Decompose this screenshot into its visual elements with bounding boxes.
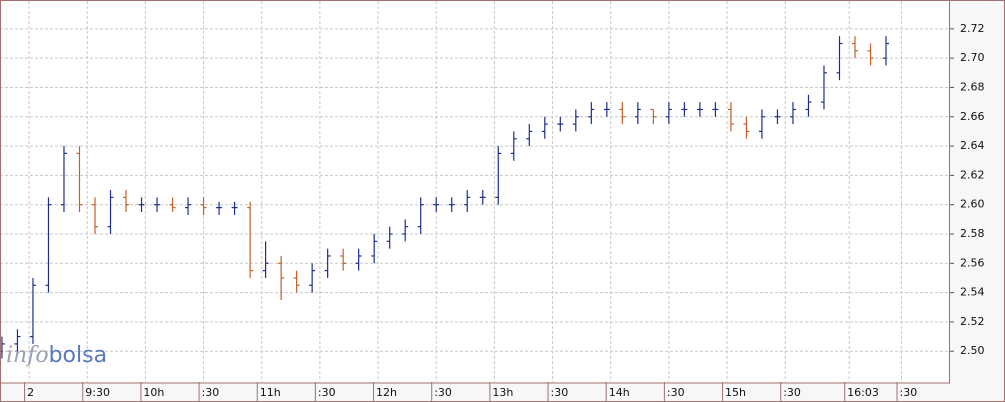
y-tick-label: 2.54: [960, 286, 985, 299]
x-tick-label: 12h: [376, 386, 397, 399]
x-tick-label: :30: [202, 386, 220, 399]
x-tick-label: :30: [667, 386, 685, 399]
x-tick-label: :30: [900, 386, 918, 399]
y-tick-label: 2.68: [960, 80, 985, 93]
y-axis-panel: [950, 0, 1005, 402]
y-tick-label: 2.52: [960, 315, 985, 328]
x-tick-label: 13h: [492, 386, 513, 399]
watermark-suffix: bolsa: [49, 343, 107, 368]
x-tick-label: :30: [434, 386, 452, 399]
x-tick-label: 9:30: [85, 386, 110, 399]
y-tick-label: 2.66: [960, 110, 985, 123]
y-tick-label: 2.58: [960, 227, 985, 240]
y-tick-label: 2.72: [960, 22, 985, 35]
x-axis-panel: [0, 383, 950, 402]
watermark-prefix: info: [6, 343, 49, 368]
x-tick-label: 11h: [260, 386, 281, 399]
x-tick-label: 14h: [609, 386, 630, 399]
y-tick-label: 2.60: [960, 198, 985, 211]
y-tick-label: 2.70: [960, 51, 985, 64]
y-tick-label: 2.50: [960, 344, 985, 357]
x-tick-label: 16:03: [847, 386, 879, 399]
bars: [0, 36, 890, 359]
x-tick-label: :30: [551, 386, 569, 399]
grid: [0, 1, 950, 382]
y-tick-label: 2.56: [960, 256, 985, 269]
watermark: infobolsa: [6, 343, 107, 368]
y-tick-label: 2.64: [960, 139, 985, 152]
x-tick-label: :30: [318, 386, 336, 399]
x-tick-label: :30: [783, 386, 801, 399]
x-tick-label: 2: [27, 386, 34, 399]
x-tick-label: 15h: [725, 386, 746, 399]
y-tick-label: 2.62: [960, 168, 985, 181]
x-tick-label: 10h: [143, 386, 164, 399]
